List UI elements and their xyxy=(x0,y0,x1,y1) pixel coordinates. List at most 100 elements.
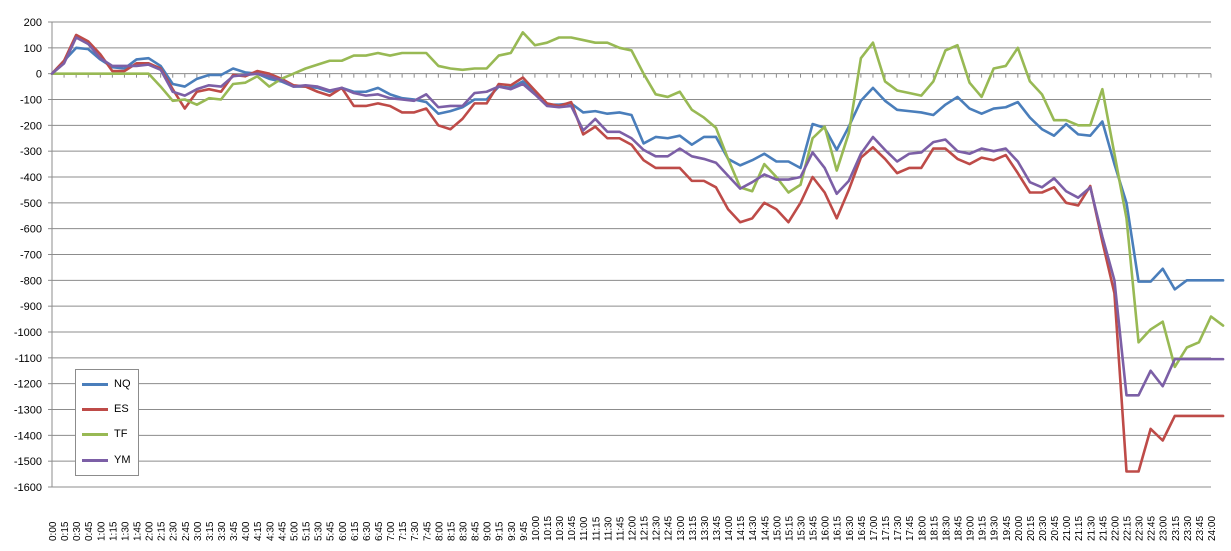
x-tick-label: 23:00 xyxy=(1159,516,1170,541)
x-tick-label: 1:30 xyxy=(120,521,131,541)
x-tick-label: 3:30 xyxy=(217,521,228,541)
x-tick-label: 10:15 xyxy=(543,516,554,541)
x-tick-label: 9:45 xyxy=(519,521,530,541)
x-tick-label: 17:15 xyxy=(881,516,892,541)
x-tick-label: 22:00 xyxy=(1110,516,1121,541)
x-tick-label: 17:00 xyxy=(869,516,880,541)
x-tick-label: 8:15 xyxy=(446,521,457,541)
x-tick-label: 12:15 xyxy=(640,516,651,541)
x-tick-label: 20:30 xyxy=(1038,516,1049,541)
x-tick-label: 13:15 xyxy=(688,516,699,541)
y-tick-label: -700 xyxy=(20,250,42,262)
x-tick-label: 8:30 xyxy=(458,521,469,541)
legend-label-ym: YM xyxy=(114,454,131,466)
x-tick-label: 4:00 xyxy=(241,521,252,541)
x-tick-label: 12:30 xyxy=(652,516,663,541)
x-tick-label: 12:45 xyxy=(664,516,675,541)
y-tick-label: -1300 xyxy=(14,405,42,417)
x-tick-label: 21:15 xyxy=(1074,516,1085,541)
legend-item-tf: TF xyxy=(82,426,127,442)
x-tick-label: 6:30 xyxy=(362,521,373,541)
x-tick-label: 11:00 xyxy=(579,516,590,541)
x-tick-label: 2:00 xyxy=(145,521,156,541)
legend-swatch-es xyxy=(82,407,108,411)
x-tick-label: 1:15 xyxy=(108,521,119,541)
x-tick-label: 7:00 xyxy=(386,521,397,541)
x-tick-label: 22:45 xyxy=(1147,516,1158,541)
x-tick-label: 4:30 xyxy=(265,521,276,541)
x-tick-label: 24:00 xyxy=(1207,516,1218,541)
y-tick-label: -1000 xyxy=(14,327,42,339)
x-tick-label: 5:45 xyxy=(326,521,337,541)
x-tick-label: 7:30 xyxy=(410,521,421,541)
x-tick-label: 2:45 xyxy=(181,521,192,541)
x-tick-label: 6:15 xyxy=(350,521,361,541)
x-tick-label: 14:15 xyxy=(736,516,747,541)
x-tick-label: 4:15 xyxy=(253,521,264,541)
axes: 200 100 0 -100 -200 -300 -400 -500 -600 -700 -800 -… xyxy=(14,17,1218,541)
x-tick-label: 15:00 xyxy=(772,516,783,541)
x-tick-label: 21:45 xyxy=(1098,516,1109,541)
x-tick-label: 20:45 xyxy=(1050,516,1061,541)
x-tick-label: 2:30 xyxy=(169,521,180,541)
x-tick-label: 8:45 xyxy=(471,521,482,541)
x-tick-label: 19:30 xyxy=(990,516,1001,541)
x-tick-label: 1:45 xyxy=(133,521,144,541)
x-tick-label: 18:30 xyxy=(941,516,952,541)
y-tick-label: -900 xyxy=(20,301,42,313)
x-tick-label: 3:45 xyxy=(229,521,240,541)
x-tick-label: 17:30 xyxy=(893,516,904,541)
x-tick-label: 8:00 xyxy=(434,521,445,541)
x-tick-label: 3:00 xyxy=(193,521,204,541)
x-tick-label: 20:00 xyxy=(1014,516,1025,541)
x-tick-label: 14:45 xyxy=(760,516,771,541)
x-tick-label: 19:00 xyxy=(966,516,977,541)
y-tick-label: 200 xyxy=(24,17,42,29)
x-tick-label: 22:30 xyxy=(1135,516,1146,541)
y-tick-label: -500 xyxy=(20,198,42,210)
x-tick-label: 21:30 xyxy=(1086,516,1097,541)
y-tick-label: 100 xyxy=(24,43,42,55)
y-tick-label: -300 xyxy=(20,146,42,158)
legend: NQ ES TF YM xyxy=(75,369,139,476)
legend-swatch-ym xyxy=(82,458,108,462)
y-tick-label: 0 xyxy=(36,69,42,81)
x-tick-label: 18:00 xyxy=(917,516,928,541)
series-line-tf xyxy=(50,31,1225,369)
x-tick-label: 23:45 xyxy=(1195,516,1206,541)
x-tick-label: 23:30 xyxy=(1183,516,1194,541)
x-tick-label: 16:15 xyxy=(833,516,844,541)
y-tick-label: -1500 xyxy=(14,456,42,468)
x-tick-label: 19:15 xyxy=(978,516,989,541)
x-tick-label: 0:00 xyxy=(48,521,59,541)
legend-swatch-nq xyxy=(82,382,108,386)
y-tick-label: -1400 xyxy=(14,430,42,442)
x-tick-label: 20:15 xyxy=(1026,516,1037,541)
x-tick-label: 23:15 xyxy=(1171,516,1182,541)
y-tick-label: -400 xyxy=(20,172,42,184)
x-tick-label: 12:00 xyxy=(628,516,639,541)
y-tick-label: -1600 xyxy=(14,482,42,494)
x-tick-label: 11:15 xyxy=(591,516,602,541)
x-tick-label: 0:15 xyxy=(60,521,71,541)
y-tick-label: -600 xyxy=(20,224,42,236)
series-line-ym xyxy=(50,36,1225,397)
gridlines xyxy=(52,21,1211,488)
x-tick-label: 16:30 xyxy=(845,516,856,541)
x-tick-label: 13:00 xyxy=(676,516,687,541)
x-tick-label: 7:15 xyxy=(398,521,409,541)
x-tick-label: 9:30 xyxy=(507,521,518,541)
legend-swatch-tf xyxy=(82,432,108,436)
x-tick-label: 1:00 xyxy=(96,521,107,541)
x-tick-label: 19:45 xyxy=(1002,516,1013,541)
x-tick-label: 3:15 xyxy=(205,521,216,541)
x-tick-label: 5:15 xyxy=(302,521,313,541)
x-tick-label: 0:45 xyxy=(84,521,95,541)
x-tick-label: 16:00 xyxy=(821,516,832,541)
x-tick-label: 13:45 xyxy=(712,516,723,541)
x-tick-label: 14:30 xyxy=(748,516,759,541)
y-tick-label: -800 xyxy=(20,275,42,287)
x-tick-label: 13:30 xyxy=(700,516,711,541)
